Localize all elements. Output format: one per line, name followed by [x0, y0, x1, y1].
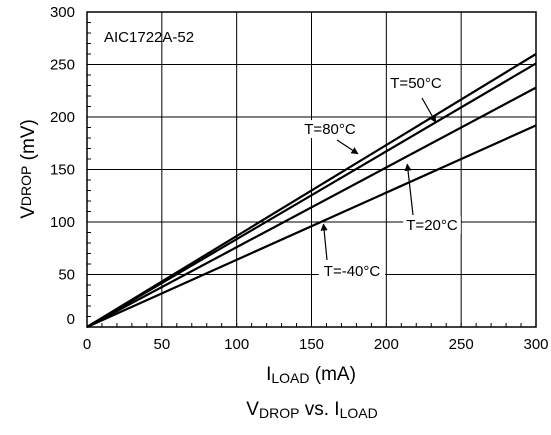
x-tick-label: 150	[299, 336, 324, 353]
annotation-label: T=80°C	[304, 121, 356, 138]
x-tick-label: 200	[374, 336, 399, 353]
series-line-t80c	[86, 53, 537, 328]
annotation-label-bg	[318, 262, 386, 280]
y-tick-label: 100	[50, 214, 75, 231]
x-tick-label: 250	[449, 336, 474, 353]
x-tick-label: 300	[523, 336, 548, 353]
x-tick-label: 0	[83, 336, 91, 353]
series-line-t20c	[86, 86, 537, 328]
x-axis-label: ILOAD (mA)	[266, 364, 356, 386]
y-axis-label: VDROP (mV)	[18, 119, 39, 219]
x-tick-label: 50	[153, 336, 170, 353]
chart-caption: VDROP vs. ILOAD	[246, 399, 377, 421]
annotation-arrow	[404, 163, 414, 216]
annotation-arrow	[336, 139, 359, 155]
annotation-label: T=50°C	[390, 75, 442, 92]
series-line-t-40c	[86, 124, 537, 329]
annotation-label-bg	[387, 74, 445, 92]
annotation-label-bg	[301, 120, 359, 138]
annotations: T=50°C T=80°C T=20°C T=-40°C	[301, 74, 461, 280]
y-tick-label: 300	[50, 4, 75, 21]
series-line-t50c	[86, 62, 537, 328]
annotation-label: T=-40°C	[324, 263, 381, 280]
y-tick-label: 250	[50, 57, 75, 74]
annotation-label: T=20°C	[406, 217, 458, 234]
plot-frame	[86, 11, 537, 328]
chart-title: AIC1722A-52	[104, 29, 194, 46]
y-tick-label: 50	[58, 267, 75, 284]
x-tick-label: 100	[224, 336, 249, 353]
y-tick-label: 150	[50, 162, 75, 179]
annotation-label-bg	[403, 216, 461, 234]
y-tick-label: 200	[50, 109, 75, 126]
tick-labels: 0 50 100 150 200 250 300 0 50 100 150 200 250 300	[50, 4, 549, 353]
series-lines	[86, 53, 537, 329]
y-tick-label: 0	[67, 311, 75, 328]
annotation-arrow	[421, 97, 437, 123]
annotation-arrow	[320, 223, 328, 261]
